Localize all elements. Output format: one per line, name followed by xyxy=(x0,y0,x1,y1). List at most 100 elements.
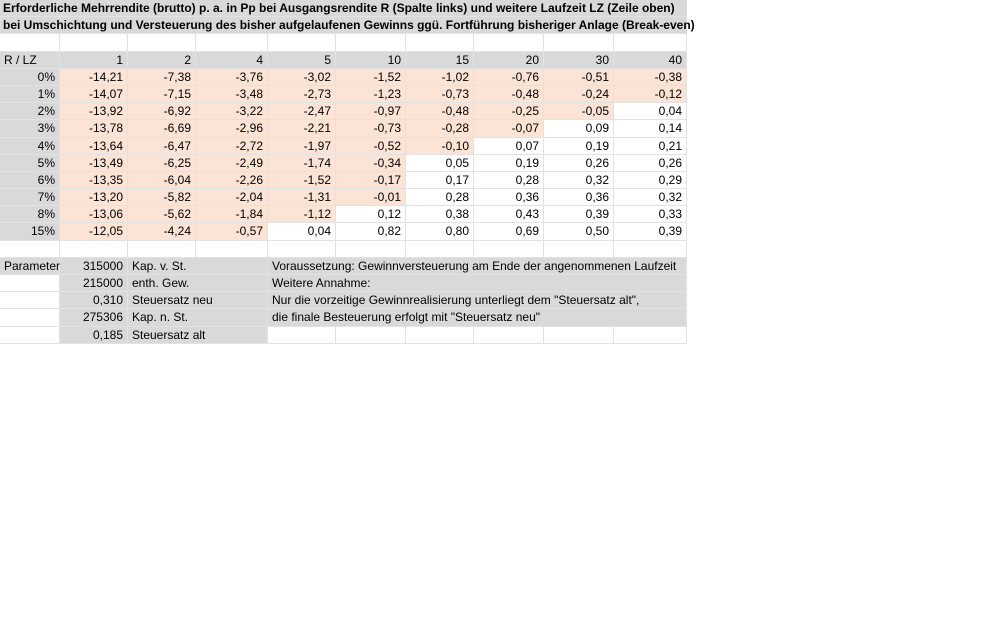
row-header-r[interactable]: 4% xyxy=(0,137,60,155)
value-cell[interactable]: 0,26 xyxy=(544,154,614,172)
lz-header[interactable]: 4 xyxy=(196,51,268,69)
value-cell[interactable]: -2,47 xyxy=(268,103,336,121)
empty-cell[interactable] xyxy=(614,326,687,344)
value-cell[interactable]: -14,21 xyxy=(60,68,128,86)
empty-cell[interactable] xyxy=(0,275,60,293)
value-cell[interactable]: -0,12 xyxy=(614,85,687,104)
value-cell[interactable]: -0,24 xyxy=(544,85,614,104)
value-cell[interactable]: -0,48 xyxy=(406,103,474,121)
row-header-r[interactable]: 8% xyxy=(0,206,60,224)
empty-cell[interactable] xyxy=(544,240,614,258)
parameter-value[interactable]: 215000 xyxy=(60,275,128,293)
empty-cell[interactable] xyxy=(268,240,336,258)
value-cell[interactable]: -13,92 xyxy=(60,103,128,121)
value-cell[interactable]: -0,38 xyxy=(614,68,687,86)
value-cell[interactable]: -0,34 xyxy=(336,154,406,172)
value-cell[interactable]: 0,32 xyxy=(614,189,687,207)
empty-cell[interactable] xyxy=(544,34,614,52)
value-cell[interactable]: 0,33 xyxy=(614,206,687,224)
value-cell[interactable]: -0,57 xyxy=(196,223,268,241)
empty-cell[interactable] xyxy=(474,240,544,258)
value-cell[interactable]: -5,82 xyxy=(128,189,196,207)
value-cell[interactable]: -2,72 xyxy=(196,137,268,155)
value-cell[interactable]: -13,64 xyxy=(60,137,128,155)
value-cell[interactable]: -0,73 xyxy=(336,120,406,138)
value-cell[interactable]: -2,26 xyxy=(196,171,268,190)
empty-cell[interactable] xyxy=(128,240,196,258)
parameter-name[interactable]: Steuersatz alt xyxy=(128,326,268,344)
parameter-name[interactable]: enth. Gew. xyxy=(128,275,268,293)
lz-header[interactable]: 30 xyxy=(544,51,614,69)
value-cell[interactable]: 0,28 xyxy=(474,171,544,190)
value-cell[interactable]: 0,29 xyxy=(614,171,687,190)
value-cell[interactable]: 0,21 xyxy=(614,137,687,155)
value-cell[interactable]: -6,25 xyxy=(128,154,196,172)
value-cell[interactable]: -7,38 xyxy=(128,68,196,86)
value-cell[interactable]: -7,15 xyxy=(128,85,196,104)
parameter-label[interactable]: Parameter xyxy=(0,257,60,275)
empty-cell[interactable] xyxy=(336,34,406,52)
value-cell[interactable]: -0,73 xyxy=(406,85,474,104)
value-cell[interactable]: 0,36 xyxy=(544,189,614,207)
value-cell[interactable]: -3,48 xyxy=(196,85,268,104)
row-header-r[interactable]: 3% xyxy=(0,120,60,138)
value-cell[interactable]: -1,84 xyxy=(196,206,268,224)
empty-cell[interactable] xyxy=(474,34,544,52)
value-cell[interactable]: -3,02 xyxy=(268,68,336,86)
empty-cell[interactable] xyxy=(0,240,60,258)
value-cell[interactable]: -1,12 xyxy=(268,206,336,224)
value-cell[interactable]: -1,31 xyxy=(268,189,336,207)
value-cell[interactable]: -1,23 xyxy=(336,85,406,104)
value-cell[interactable]: -2,49 xyxy=(196,154,268,172)
value-cell[interactable]: -0,76 xyxy=(474,68,544,86)
note-line[interactable]: Voraussetzung: Gewinnversteuerung am End… xyxy=(268,257,687,275)
empty-cell[interactable] xyxy=(336,326,406,344)
value-cell[interactable]: -6,92 xyxy=(128,103,196,121)
value-cell[interactable]: -13,49 xyxy=(60,154,128,172)
empty-cell[interactable] xyxy=(474,326,544,344)
value-cell[interactable]: -13,06 xyxy=(60,206,128,224)
value-cell[interactable]: 0,09 xyxy=(544,120,614,138)
lz-header[interactable]: 1 xyxy=(60,51,128,69)
value-cell[interactable]: -1,74 xyxy=(268,154,336,172)
value-cell[interactable]: -6,47 xyxy=(128,137,196,155)
value-cell[interactable]: 0,17 xyxy=(406,171,474,190)
empty-cell[interactable] xyxy=(60,34,128,52)
value-cell[interactable]: -0,07 xyxy=(474,120,544,138)
value-cell[interactable]: -2,21 xyxy=(268,120,336,138)
value-cell[interactable]: 0,80 xyxy=(406,223,474,241)
value-cell[interactable]: 0,32 xyxy=(544,171,614,190)
value-cell[interactable]: -5,62 xyxy=(128,206,196,224)
value-cell[interactable]: -0,17 xyxy=(336,171,406,190)
value-cell[interactable]: -0,48 xyxy=(474,85,544,104)
value-cell[interactable]: 0,05 xyxy=(406,154,474,172)
parameter-value[interactable]: 0,185 xyxy=(60,326,128,344)
value-cell[interactable]: 0,36 xyxy=(474,189,544,207)
value-cell[interactable]: -6,69 xyxy=(128,120,196,138)
empty-cell[interactable] xyxy=(614,240,687,258)
empty-cell[interactable] xyxy=(0,292,60,310)
lz-header[interactable]: 40 xyxy=(614,51,687,69)
row-header-r[interactable]: 0% xyxy=(0,68,60,86)
value-cell[interactable]: -12,05 xyxy=(60,223,128,241)
value-cell[interactable]: -0,52 xyxy=(336,137,406,155)
value-cell[interactable]: -13,20 xyxy=(60,189,128,207)
lz-header[interactable]: 15 xyxy=(406,51,474,69)
value-cell[interactable]: 0,26 xyxy=(614,154,687,172)
value-cell[interactable]: -0,10 xyxy=(406,137,474,155)
value-cell[interactable]: -2,96 xyxy=(196,120,268,138)
value-cell[interactable]: 0,39 xyxy=(614,223,687,241)
parameter-value[interactable]: 0,310 xyxy=(60,292,128,310)
parameter-value[interactable]: 275306 xyxy=(60,309,128,327)
empty-cell[interactable] xyxy=(0,34,60,52)
value-cell[interactable]: -2,04 xyxy=(196,189,268,207)
parameter-name[interactable]: Kap. v. St. xyxy=(128,257,268,275)
value-cell[interactable]: 0,28 xyxy=(406,189,474,207)
row-header-r[interactable]: 6% xyxy=(0,171,60,190)
lz-header[interactable]: 2 xyxy=(128,51,196,69)
value-cell[interactable]: 0,43 xyxy=(474,206,544,224)
empty-cell[interactable] xyxy=(614,34,687,52)
parameter-value[interactable]: 315000 xyxy=(60,257,128,275)
empty-cell[interactable] xyxy=(0,309,60,327)
value-cell[interactable]: -2,73 xyxy=(268,85,336,104)
